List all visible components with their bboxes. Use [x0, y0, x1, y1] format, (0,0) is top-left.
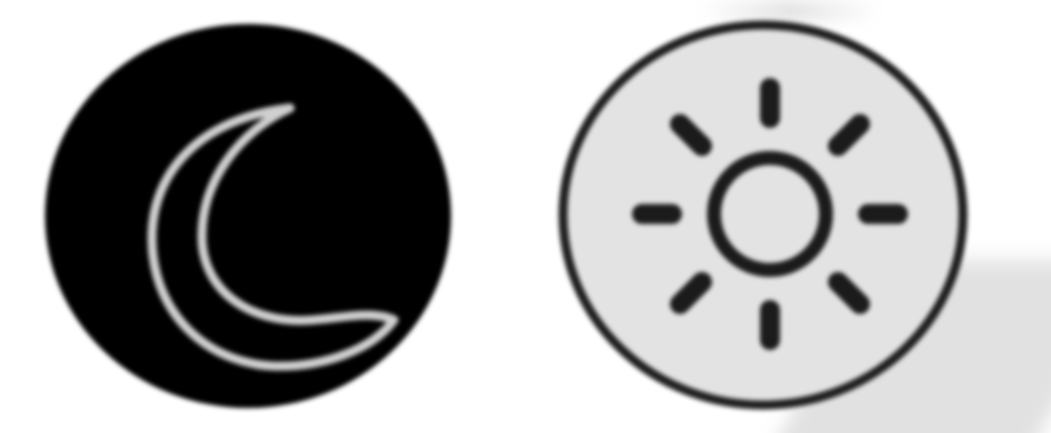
- sun-icon: [632, 78, 908, 350]
- light-mode-circle: [558, 20, 968, 410]
- dark-mode-circle: [45, 24, 451, 408]
- moon-icon: [147, 103, 399, 371]
- dark-mode-button[interactable]: [42, 20, 454, 412]
- light-mode-button[interactable]: [556, 18, 970, 412]
- background-shade: [700, 0, 880, 22]
